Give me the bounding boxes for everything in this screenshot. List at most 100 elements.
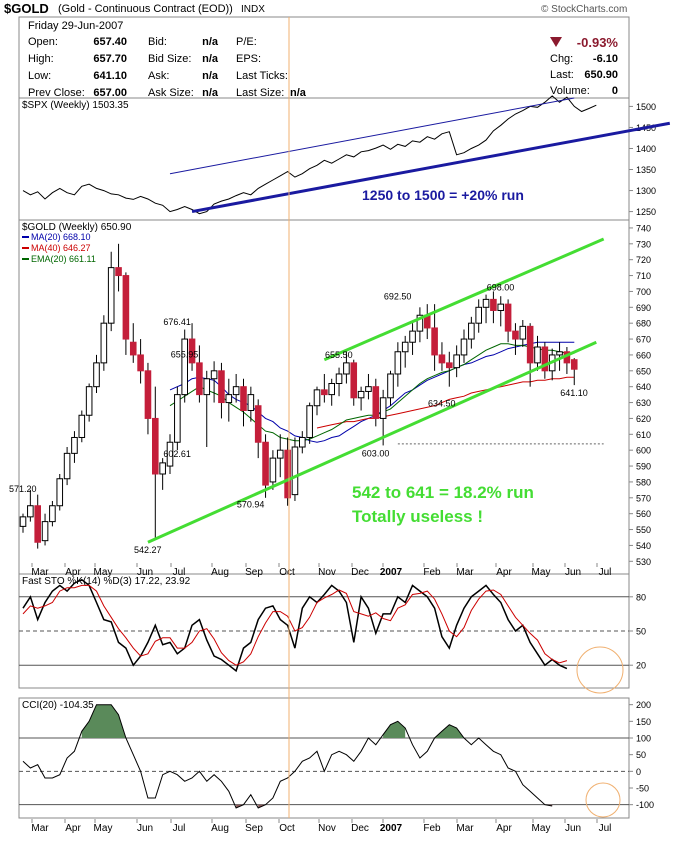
price-candle xyxy=(34,494,42,549)
candle-body xyxy=(306,405,313,438)
price-candle xyxy=(497,296,505,327)
price-point-label: 655.95 xyxy=(171,349,199,359)
candle-body xyxy=(468,322,475,340)
y-tick-label: -100 xyxy=(636,800,654,810)
price-candle xyxy=(335,367,343,397)
price-candle xyxy=(181,329,188,403)
y-tick-label: 670 xyxy=(636,335,651,345)
candle-body xyxy=(497,303,505,311)
summary-value: 0 xyxy=(612,85,618,97)
price-candle xyxy=(152,386,159,538)
y-tick-label: 20 xyxy=(636,661,646,671)
price-candle xyxy=(93,354,100,394)
price-candle xyxy=(27,489,34,522)
candle-body xyxy=(49,505,56,523)
candle-body xyxy=(166,441,174,467)
price-candle xyxy=(291,437,299,501)
price-candle xyxy=(107,251,115,332)
x-tick-label: Apr xyxy=(65,823,81,834)
y-tick-label: 730 xyxy=(636,239,651,249)
price-annotation: Totally useless ! xyxy=(352,507,483,526)
down-arrow-icon xyxy=(550,37,562,47)
candle-body xyxy=(284,449,291,499)
price-candle xyxy=(188,323,196,371)
price-candle xyxy=(284,437,291,506)
quote-value: n/a xyxy=(202,36,219,48)
sto-line xyxy=(22,584,568,666)
price-candle xyxy=(196,345,203,403)
summary-value: 650.90 xyxy=(584,69,618,81)
spx-annotation: 1250 to 1500 = +20% run xyxy=(362,187,524,203)
candle-body xyxy=(431,327,438,356)
candle-body xyxy=(541,346,549,372)
price-candle xyxy=(41,513,49,546)
candle-body xyxy=(34,505,42,543)
candle-body xyxy=(570,359,578,370)
price-point-label: 676.41 xyxy=(163,317,191,327)
price-candle xyxy=(365,373,372,400)
quote-label: Ask Size: xyxy=(148,87,194,99)
candle-body xyxy=(144,370,152,419)
price-candle xyxy=(490,291,497,324)
price-candle xyxy=(19,513,27,533)
price-candle xyxy=(401,335,409,368)
x-tick-label: Aug xyxy=(211,567,229,578)
price-candle xyxy=(159,458,166,490)
price-candle xyxy=(446,351,453,387)
y-tick-label: 640 xyxy=(636,382,651,392)
price-candle xyxy=(431,304,438,371)
quote-date: Friday 29-Jun-2007 xyxy=(28,20,123,32)
price-candle xyxy=(254,399,262,459)
price-candle xyxy=(78,410,86,443)
candle-body xyxy=(159,462,166,475)
x-axis-bottom: Mar Apr May Jun Jul Aug Sep Oct Nov Dec 2007 Feb Mar… xyxy=(31,819,611,834)
x-tick-label: May xyxy=(532,567,551,578)
cci-shaded-region xyxy=(383,721,406,738)
price-candle xyxy=(218,362,225,419)
x-tick-label: Apr xyxy=(496,567,512,578)
candle-body xyxy=(372,386,380,419)
y-tick-label: 1250 xyxy=(636,207,656,217)
y-tick-label: 50 xyxy=(636,750,646,760)
spx-panel: 125013001350140014501500$SPX (Weekly) 15… xyxy=(18,95,671,221)
candle-body xyxy=(365,386,372,392)
y-tick-label: 590 xyxy=(636,462,651,472)
price-candle xyxy=(313,386,321,416)
candle-body xyxy=(446,362,453,369)
candle-body xyxy=(269,457,277,483)
price-candle xyxy=(174,386,181,451)
candle-body xyxy=(299,436,306,448)
price-candle xyxy=(570,358,578,386)
x-tick-label: Aug xyxy=(211,823,229,834)
quote-value: n/a xyxy=(202,70,219,82)
candle-body xyxy=(56,478,64,507)
y-tick-label: 1500 xyxy=(636,102,656,112)
candle-body xyxy=(394,351,402,375)
quote-label: Bid: xyxy=(148,36,167,48)
quote-label: Open: xyxy=(28,36,58,48)
price-point-label: 542.27 xyxy=(134,545,162,555)
price-candle xyxy=(512,323,519,355)
price-point-label: 602.61 xyxy=(163,449,191,459)
cci-line xyxy=(22,704,553,809)
candle-body xyxy=(534,346,541,364)
y-tick-label: 710 xyxy=(636,271,651,281)
y-tick-label: 600 xyxy=(636,446,651,456)
price-candle xyxy=(166,434,174,474)
price-candle xyxy=(394,342,402,387)
price-candle xyxy=(247,386,255,422)
price-candle xyxy=(225,378,233,422)
candle-body xyxy=(27,505,34,518)
candle-body xyxy=(401,341,409,353)
candle-body xyxy=(357,390,365,399)
x-tick-label: Jun xyxy=(565,567,581,578)
price-candle xyxy=(100,315,108,371)
candle-body xyxy=(122,275,130,340)
price-point-label: 570.94 xyxy=(237,499,265,509)
x-tick-label: Dec xyxy=(351,823,369,834)
price-candle xyxy=(504,299,512,343)
panel-label: Fast STO %K(14) %D(3) 17.22, 23.92 xyxy=(22,576,191,587)
price-candle xyxy=(556,342,563,371)
candle-body xyxy=(115,267,122,277)
